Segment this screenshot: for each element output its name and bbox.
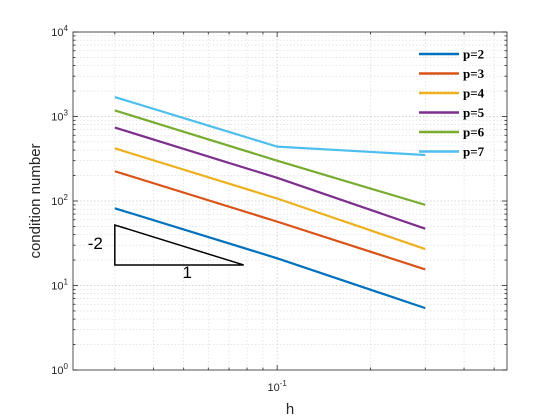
legend-entry-label: p=6 — [463, 125, 485, 140]
legend-entry-label: p=3 — [463, 66, 485, 81]
slope-vertical-label: -2 — [88, 234, 103, 253]
legend-entry-label: p=2 — [463, 47, 484, 62]
slope-triangle — [114, 223, 244, 266]
series-line-p-4 — [114, 147, 426, 251]
y-tick-label: 100 — [51, 362, 68, 377]
y-tick-label: 101 — [51, 278, 68, 293]
legend-entry-label: p=4 — [463, 86, 485, 101]
series-line-p-6 — [114, 109, 426, 206]
slope-horizontal-label: 1 — [182, 263, 191, 282]
slope-triangle-annotation: -2 1 — [88, 223, 244, 282]
legend-entry-label: p=7 — [463, 144, 485, 159]
series-line-p-2 — [114, 207, 426, 310]
x-tick-label: 10-1 — [267, 379, 287, 394]
axis-ticks: 100 101 102 103 104 10-1 — [51, 24, 507, 394]
series-line-p-3 — [114, 170, 426, 271]
x-axis-label: h — [286, 401, 294, 418]
legend-entry-label: p=5 — [463, 105, 485, 120]
legend: p=2 p=3 p=4 p=5 p=6 p=7 — [419, 47, 485, 159]
series-layer — [114, 95, 426, 310]
major-grid — [73, 32, 507, 370]
series-line-p-5 — [114, 126, 426, 230]
series-line-p-7 — [114, 95, 426, 157]
y-tick-label: 102 — [51, 193, 68, 208]
y-tick-label: 104 — [51, 24, 68, 39]
y-tick-label: 103 — [51, 109, 68, 124]
y-axis-label: condition number — [27, 143, 44, 258]
